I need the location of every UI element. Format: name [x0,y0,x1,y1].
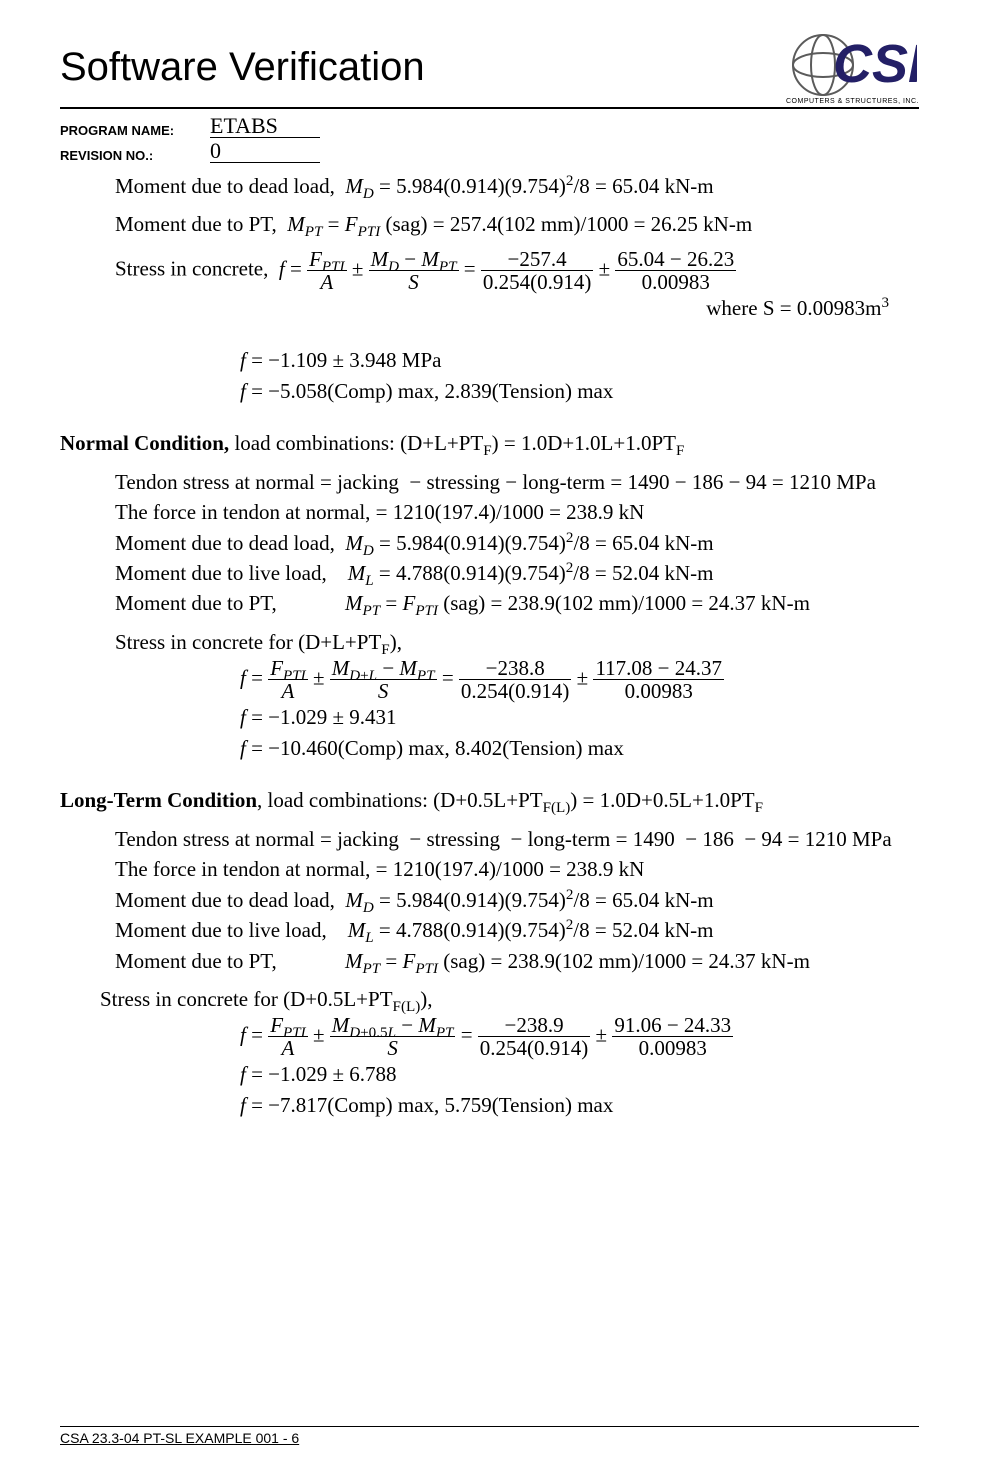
normal-f-line1: f = −1.029 ± 9.431 [240,702,919,732]
normal-f-line2: f = −10.460(Comp) max, 8.402(Tension) ma… [240,733,919,763]
longterm-heading: Long-Term Condition, load combinations: … [60,785,919,815]
longterm-moment-dead: Moment due to dead load, MD = 5.984(0.91… [115,885,919,915]
longterm-tendon-force: The force in tendon at normal, = 1210(19… [115,854,919,884]
initial-stress: Stress in concrete, f = FPTIA ± MD − MPT… [115,248,919,293]
revision-no-label: REVISION NO.: [60,148,210,163]
longterm-tendon-stress: Tendon stress at normal = jacking − stre… [115,824,919,854]
divider [60,107,919,109]
logo: CSI COMPUTERS & STRUCTURES, INC. [786,30,919,105]
initial-f-line2: f = −5.058(Comp) max, 2.839(Tension) max [240,376,919,406]
longterm-f-line1: f = −1.029 ± 6.788 [240,1059,919,1089]
normal-stress-heading: Stress in concrete for (D+L+PTF), [115,627,919,657]
logo-caption: COMPUTERS & STRUCTURES, INC. [786,98,919,105]
longterm-moment-live: Moment due to live load, ML = 4.788(0.91… [115,915,919,945]
initial-f-line1: f = −1.109 ± 3.948 MPa [240,345,919,375]
normal-moment-pt: Moment due to PT, MPT = FPTI (sag) = 238… [115,588,919,618]
longterm-moment-pt: Moment due to PT, MPT = FPTI (sag) = 238… [115,946,919,976]
longterm-f-line2: f = −7.817(Comp) max, 5.759(Tension) max [240,1090,919,1120]
normal-tendon-force: The force in tendon at normal, = 1210(19… [115,497,919,527]
page-title: Software Verification [60,45,425,90]
normal-tendon-stress: Tendon stress at normal = jacking − stre… [115,467,919,497]
initial-where-s: where S = 0.00983m3 [60,293,889,323]
revision-no-value: 0 [210,140,320,163]
program-name-label: PROGRAM NAME: [60,123,210,138]
initial-moment-pt: Moment due to PT, MPT = FPTI (sag) = 257… [115,209,919,239]
longterm-stress-eq: f = FPTIA ± MD+0.5L − MPTS = −238.90.254… [240,1014,919,1059]
normal-stress-eq: f = FPTIA ± MD+L − MPTS = −238.80.254(0.… [240,657,919,702]
normal-heading: Normal Condition, load combinations: (D+… [60,428,919,458]
longterm-stress-heading: Stress in concrete for (D+0.5L+PTF(L)), [100,984,919,1014]
initial-moment-dead: Moment due to dead load, MD = 5.984(0.91… [115,171,919,201]
svg-text:CSI: CSI [833,34,917,94]
page-footer: CSA 23.3-04 PT-SL EXAMPLE 001 - 6 [60,1426,919,1446]
normal-moment-live: Moment due to live load, ML = 4.788(0.91… [115,558,919,588]
program-name-value: ETABS [210,115,320,138]
normal-moment-dead: Moment due to dead load, MD = 5.984(0.91… [115,528,919,558]
